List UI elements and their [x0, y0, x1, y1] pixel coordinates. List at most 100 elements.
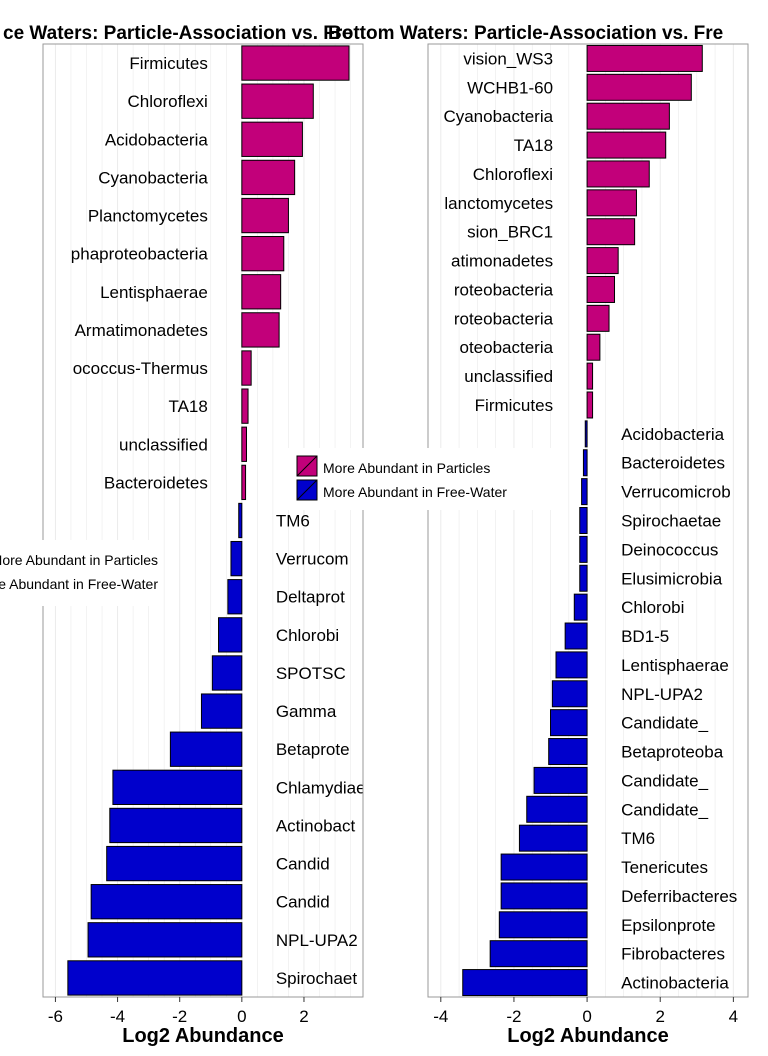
bar [241, 121, 303, 157]
bar [238, 502, 243, 539]
bar-label: ococcus-Thermus [73, 359, 208, 378]
bar [586, 333, 601, 361]
bar-label: atimonadetes [451, 252, 553, 271]
bar-label: Deltaprot [276, 588, 345, 607]
bar [586, 44, 703, 72]
bar-label: Lentisphaerae [621, 656, 729, 675]
legend-key-slash [296, 455, 318, 477]
bar-label: Acidobacteria [105, 130, 209, 149]
bar [573, 593, 588, 621]
x-tick-label: -2 [172, 1007, 187, 1026]
bar-label: NPL-UPA2 [621, 685, 703, 704]
bar [241, 464, 247, 501]
bar [489, 940, 588, 968]
bar-label: Candidate_ [621, 800, 709, 819]
bar-label: Verrucomicrob [621, 483, 731, 502]
bar [500, 882, 588, 910]
x-tick-label: 4 [729, 1007, 738, 1026]
legend-label: More Abundant in Free-Water [323, 484, 507, 500]
bar [586, 131, 667, 159]
bar-label: NPL-UPA2 [276, 931, 358, 950]
bar-label: oteobacteria [460, 338, 554, 357]
bar-label: BD1-5 [621, 627, 669, 646]
bar-label: Firmicutes [129, 54, 207, 73]
bar [551, 680, 588, 708]
legend-key-slash [296, 479, 318, 501]
bar [241, 388, 249, 424]
bar-label: Gamma [276, 702, 337, 721]
bar [241, 197, 289, 234]
bar [586, 391, 594, 419]
bar-label: Actinobacteria [621, 974, 729, 993]
bar-label: Chlorobi [621, 598, 684, 617]
bar [500, 853, 588, 881]
bar [581, 478, 588, 506]
bar-label: TM6 [276, 512, 310, 531]
bar [230, 540, 243, 577]
chart-title: Bottom Waters: Particle-Association vs. … [328, 23, 723, 44]
bar [462, 969, 588, 997]
bar-label: Chlamydiae [276, 778, 366, 797]
bar [241, 236, 285, 272]
bar-label: lanctomycetes [444, 194, 553, 213]
panel-bars: Firmicutes Chloroflexi Acidobacteria Cyanob… [67, 45, 366, 996]
bar-label: Chloroflexi [128, 92, 208, 111]
bar [87, 922, 243, 958]
bar [586, 362, 594, 390]
bar-label: Deferribacteres [621, 887, 737, 906]
bar [241, 274, 282, 310]
bar [90, 884, 243, 920]
bar [555, 651, 588, 679]
bar [533, 766, 588, 794]
bar-label: sion_BRC1 [467, 223, 553, 242]
panel-border [42, 43, 364, 998]
bar-label: SPOTSC [276, 664, 346, 683]
bar-label: Candidate_ [621, 714, 709, 733]
bar-label: unclassified [464, 367, 553, 386]
bar-label: Lentisphaerae [100, 283, 208, 302]
bar [579, 564, 588, 592]
bar [586, 73, 692, 101]
x-axis-label: Log2 Abundance [507, 1025, 668, 1047]
bar [241, 45, 350, 81]
legend: More Abundant in Particles More Abundant … [287, 448, 562, 510]
x-tick-label: 0 [237, 1007, 246, 1026]
bar-label: Epsilonprote [621, 916, 716, 935]
bar-label: Chloroflexi [473, 165, 553, 184]
x-tick-label: -4 [110, 1007, 125, 1026]
bar-label: TM6 [621, 829, 655, 848]
bar [200, 693, 243, 729]
bar-label: Bacteroidetes [104, 473, 208, 492]
bar [241, 350, 252, 386]
bar [564, 622, 588, 650]
bar [548, 738, 588, 766]
bar [241, 426, 247, 462]
x-tick-label: -4 [433, 1007, 448, 1026]
x-tick-label: 0 [582, 1007, 591, 1026]
bar-label: Cyanobacteria [98, 168, 208, 187]
bar [498, 911, 588, 939]
bar-label: Verrucom [276, 550, 349, 569]
bar-label: Cyanobacteria [443, 107, 553, 126]
bar-label: Tenericutes [621, 858, 708, 877]
panel-border [427, 43, 749, 998]
bar-label: WCHB1-60 [467, 78, 553, 97]
bar [550, 709, 588, 737]
bar-label: Actinobact [276, 816, 356, 835]
bar [518, 824, 588, 852]
legend: More Abundant in Particles More Abundant … [0, 540, 161, 606]
legend-label: More Abundant in Particles [323, 460, 490, 476]
x-tick-label: -2 [506, 1007, 521, 1026]
bar-label: Candid [276, 893, 330, 912]
bar [586, 218, 636, 246]
x-tick-label: 2 [655, 1007, 664, 1026]
bar [579, 507, 588, 534]
bar-label: vision_WS3 [463, 49, 553, 68]
bar-label: Betaproteoba [621, 743, 724, 762]
bar [218, 617, 243, 653]
bar-label: Betaprote [276, 740, 350, 759]
legend-label: More Abundant in Particles [0, 552, 158, 568]
bar [241, 83, 314, 119]
bar-label: phaproteobacteria [71, 245, 209, 264]
